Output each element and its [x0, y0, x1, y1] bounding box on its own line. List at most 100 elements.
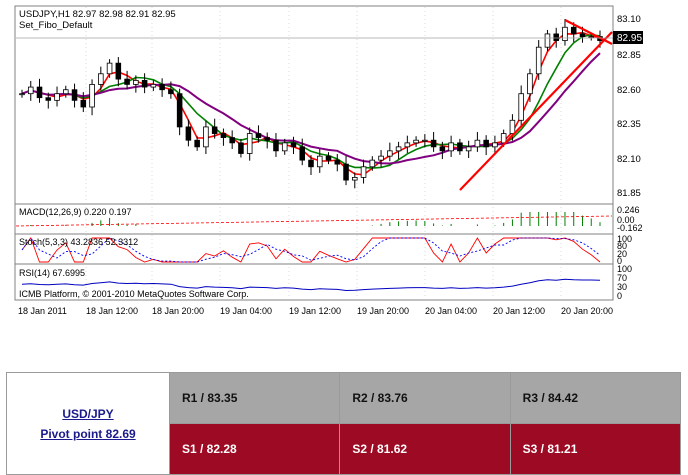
- candle-body: [378, 155, 384, 161]
- candle-body: [308, 159, 314, 168]
- pivot-table: USD/JPY Pivot point 82.69 R1 / 83.35 R2 …: [6, 372, 682, 475]
- stoch-tick: 20: [617, 249, 627, 259]
- trendline-lower: [459, 31, 613, 191]
- candle-body: [387, 150, 393, 157]
- candle-body: [255, 133, 262, 138]
- candle-body: [422, 139, 428, 142]
- candle-body: [19, 93, 25, 96]
- pair-cell: USD/JPY Pivot point 82.69: [6, 372, 170, 475]
- candle-body: [176, 93, 183, 128]
- candle-body: [150, 84, 157, 88]
- candle-body: [133, 80, 139, 85]
- candle-body: [544, 33, 551, 48]
- candle-body: [334, 159, 341, 165]
- candle-body: [369, 159, 376, 168]
- stoch-tick: 100: [617, 234, 632, 244]
- stoch-tick: 80: [617, 241, 627, 251]
- candle-body: [299, 146, 306, 161]
- candle-body: [553, 33, 559, 41]
- candle-body: [413, 139, 419, 144]
- candle-body: [281, 142, 288, 152]
- candle-body: [483, 139, 489, 148]
- macd-tick: 0.00: [617, 215, 635, 225]
- macd-signal-line: [15, 215, 613, 227]
- candle-body: [45, 97, 52, 101]
- candle-body: [474, 139, 481, 148]
- rsi-label: RSI(14) 67.6995: [19, 268, 85, 278]
- time-tick: 18 Jan 12:00: [86, 306, 138, 316]
- time-tick: 19 Jan 20:00: [357, 306, 409, 316]
- candle-body: [360, 166, 367, 178]
- stoch-label: Stoch(5,3,3) 43.2836 52.3312: [19, 237, 138, 247]
- candle-body: [343, 163, 349, 181]
- candle-body: [588, 36, 595, 38]
- candle-body: [238, 142, 244, 154]
- candle-body: [211, 126, 218, 134]
- rsi-tick: 100: [617, 264, 632, 274]
- candle-body: [395, 146, 402, 152]
- s2-cell: S2 / 81.62: [339, 423, 511, 475]
- candle-body: [457, 142, 463, 152]
- candle-body: [290, 142, 297, 148]
- current-price-label: 82.95: [617, 33, 642, 44]
- rsi-tick: 30: [617, 282, 627, 292]
- candle-body: [246, 133, 253, 154]
- candle-body: [27, 86, 34, 95]
- candle-body: [518, 93, 524, 121]
- candle-body: [185, 126, 192, 141]
- candle-body: [36, 86, 43, 99]
- rsi-line: [21, 278, 601, 292]
- candle-body: [325, 155, 332, 161]
- price-tick: 82.60: [617, 85, 641, 96]
- pair-label[interactable]: USD/JPY: [62, 406, 114, 421]
- candle-body: [124, 78, 130, 85]
- candle-body: [71, 89, 78, 101]
- symbol-line: USDJPY,H1 82.97 82.98 82.91 82.95: [19, 9, 176, 20]
- pivot-point-label[interactable]: Pivot point 82.69: [40, 426, 136, 441]
- price-tick: 83.10: [617, 14, 641, 25]
- template-label: Set_Fibo_Default: [19, 20, 93, 31]
- r3-cell: R3 / 84.42: [509, 372, 682, 424]
- time-tick: 20 Jan 12:00: [493, 306, 545, 316]
- copyright: ICMB Platform, © 2001-2010 MetaQuotes So…: [19, 289, 249, 299]
- candle-body: [89, 84, 95, 108]
- candle-body: [229, 137, 235, 144]
- candle-body: [492, 142, 498, 148]
- candle-body: [80, 99, 87, 108]
- stoch-tick: 0: [617, 256, 622, 266]
- candle-body: [203, 126, 209, 148]
- candle-body: [535, 46, 542, 75]
- price-chart[interactable]: 82.95 USDJPY,H1 82.97 82.98 82.91 82.95 …: [0, 0, 688, 320]
- candle-body: [98, 73, 104, 85]
- price-tick: 82.10: [617, 154, 641, 165]
- rsi-panel: [14, 263, 614, 301]
- price-tick: 82.35: [617, 119, 641, 130]
- candle-body: [168, 89, 174, 95]
- candle-body: [527, 73, 533, 95]
- candle-body: [115, 62, 122, 80]
- candle-body: [448, 142, 454, 152]
- current-price-box: [613, 31, 643, 44]
- time-tick: 19 Jan 04:00: [220, 306, 272, 316]
- rsi-tick: 70: [617, 273, 627, 283]
- candle-body: [579, 33, 586, 37]
- candle-body: [570, 26, 577, 35]
- macd-tick: 0.246: [617, 205, 640, 215]
- candle-body: [54, 93, 60, 101]
- time-tick: 18 Jan 20:00: [152, 306, 204, 316]
- s3-cell: S3 / 81.21: [509, 423, 682, 475]
- candle-body: [220, 133, 227, 138]
- stoch-k-line: [21, 237, 601, 263]
- r2-cell: R2 / 83.76: [339, 372, 511, 424]
- candle-body: [106, 62, 113, 75]
- candle-body: [159, 84, 165, 91]
- macd-label: MACD(12,26,9) 0.220 0.197: [19, 207, 132, 217]
- candle-body: [465, 146, 472, 152]
- rsi-tick: 0: [617, 291, 622, 301]
- price-tick: 82.85: [617, 50, 641, 61]
- time-tick: 20 Jan 04:00: [425, 306, 477, 316]
- macd-tick: -0.162: [617, 223, 643, 233]
- candle-body: [194, 139, 200, 148]
- candle-body: [264, 137, 270, 141]
- candle-body: [430, 139, 437, 148]
